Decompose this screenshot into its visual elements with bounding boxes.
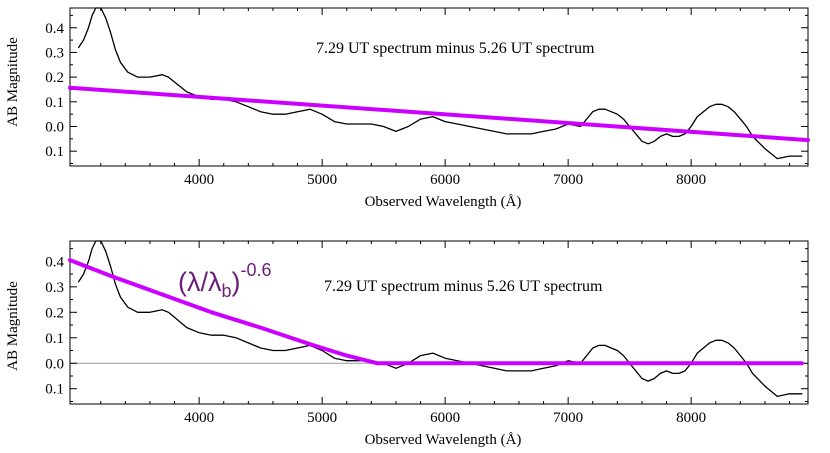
y-tick-label: 0.1 (45, 382, 64, 398)
series-line-spectrum (77, 240, 803, 398)
formula-exponent: -0.6 (241, 260, 272, 280)
x-axis-title-bottom: Observed Wavelength (Å) (365, 432, 522, 448)
y-tick-label: 0.0 (45, 356, 64, 372)
x-axis-title-top: Observed Wavelength (Å) (365, 194, 522, 210)
power-law-formula: (λ/λb)-0.6 (178, 260, 272, 301)
x-tick-label: 6000 (430, 172, 460, 188)
y-tick-label: 0.1 (45, 95, 64, 111)
formula-close: ) (232, 267, 241, 297)
y-tick-label: 0.3 (45, 280, 64, 296)
series-line-fit (68, 85, 810, 143)
series-line-spectrum (77, 7, 803, 160)
y-tick-label: 0.2 (45, 70, 64, 86)
y-tick-label: 0.1 (45, 144, 64, 160)
y-axis-title-top: AB Magnitude (5, 37, 21, 127)
x-tick-label: 6000 (430, 410, 460, 426)
y-axis-title-bottom: AB Magnitude (5, 281, 21, 371)
series-line-fit (68, 258, 804, 366)
y-tick-label: 0.4 (45, 254, 64, 270)
y-tick-label: 0.0 (45, 120, 64, 136)
chart-panel-bottom: AB Magnitude Observed Wavelength (Å) 7.2… (5, 240, 809, 448)
y-tick-label: 0.3 (45, 45, 64, 61)
x-tick-label: 8000 (676, 172, 706, 188)
chart-panel-top: AB Magnitude Observed Wavelength (Å) 7.2… (5, 7, 810, 210)
x-tick-label: 5000 (307, 410, 337, 426)
annotation-bottom: 7.29 UT spectrum minus 5.26 UT spectrum (324, 278, 603, 295)
x-tick-label: 4000 (184, 410, 214, 426)
x-tick-label: 8000 (676, 410, 706, 426)
x-tick-label: 4000 (184, 172, 214, 188)
x-tick-label: 7000 (553, 172, 583, 188)
plot-frame-bottom (69, 240, 809, 405)
x-tick-label: 5000 (307, 172, 337, 188)
formula-subscript: b (222, 281, 232, 301)
y-tick-label: 0.4 (45, 21, 64, 37)
y-tick-label: 0.2 (45, 305, 64, 321)
y-tick-label: 0.1 (45, 331, 64, 347)
annotation-top: 7.29 UT spectrum minus 5.26 UT spectrum (316, 40, 595, 57)
formula-base: (λ/λ (178, 267, 222, 297)
x-tick-label: 7000 (553, 410, 583, 426)
